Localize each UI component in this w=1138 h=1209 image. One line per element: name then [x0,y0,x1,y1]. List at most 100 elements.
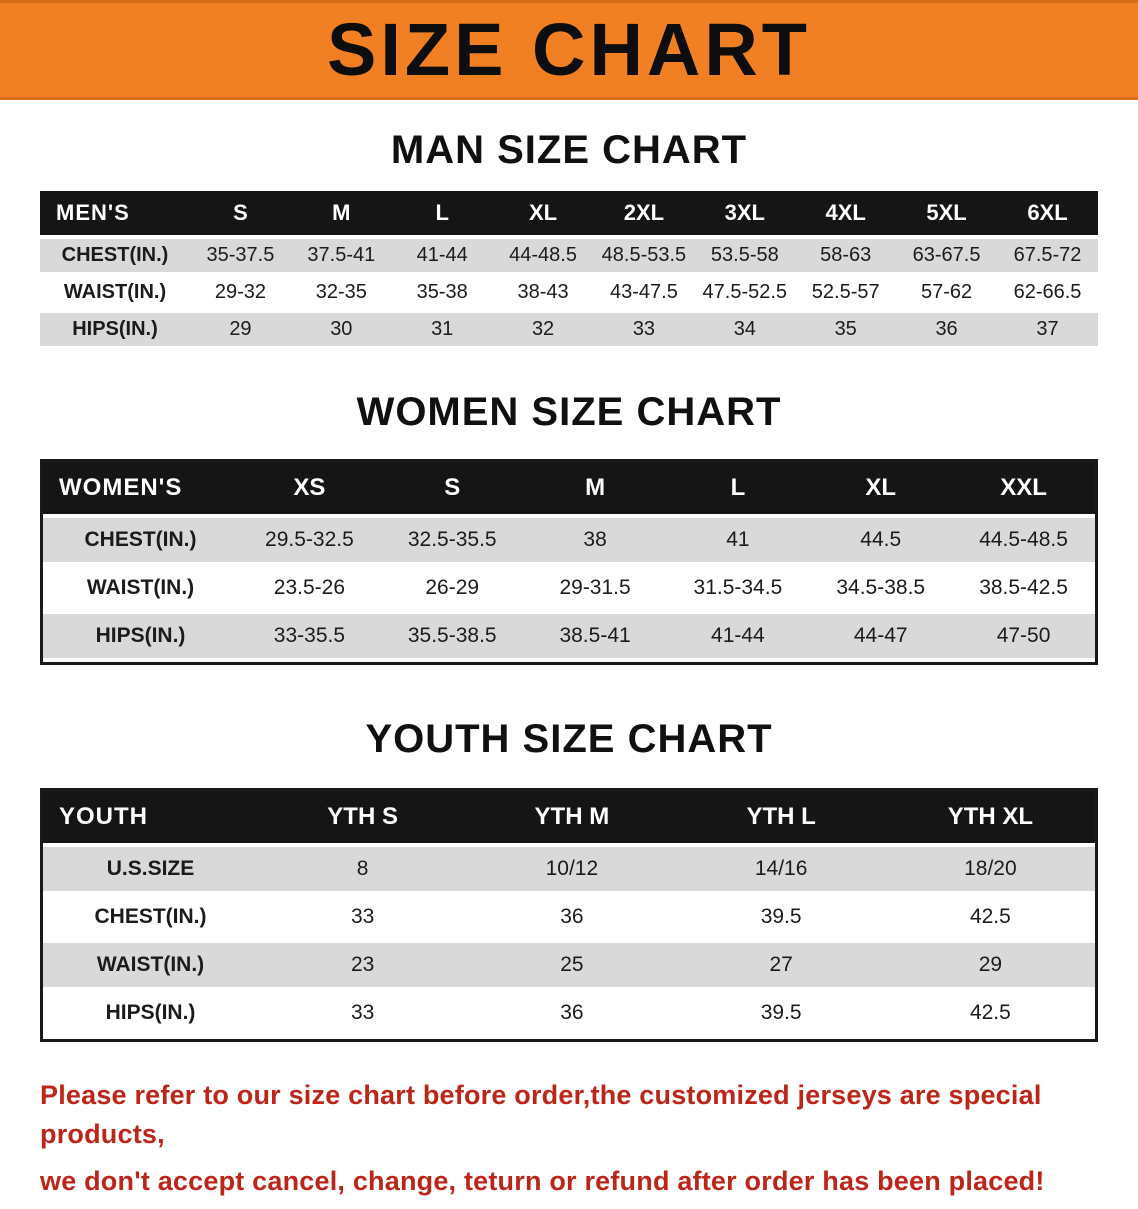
table-row: CHEST(IN.) 29.5-32.5 32.5-35.5 38 41 44.… [43,516,1095,566]
table-cell: 29 [885,941,1095,991]
table-cell: 47.5-52.5 [694,273,796,313]
size-header-cell: S [190,191,291,239]
row-label: CHEST(IN.) [43,516,238,566]
table-cell: 58-63 [795,236,897,276]
footer-notice: Please refer to our size chart before or… [0,1042,1138,1201]
size-header-cell: M [290,191,392,239]
row-label: CHEST(IN.) [43,893,258,943]
row-label: CHEST(IN.) [40,236,190,276]
table-cell: 14/16 [676,845,886,895]
size-header-cell: XL [809,462,953,518]
youth-section-title: YOUTH SIZE CHART [365,717,773,761]
youth-corner-cell: YOUTH [43,791,258,847]
size-header-cell: 6XL [997,191,1098,239]
women-section-title: WOMEN SIZE CHART [356,390,782,434]
table-cell: 38.5-42.5 [952,564,1095,614]
table-row: WAIST(IN.) 23 25 27 29 [43,941,1095,991]
men-section-title: MAN SIZE CHART [390,128,748,172]
table-cell: 36 [467,893,677,943]
table-cell: 18/20 [885,845,1095,895]
notice-line-1: Please refer to our size chart before or… [40,1080,1042,1150]
women-section: WOMEN SIZE CHART WOMEN'S XS S M L XL XXL [0,350,1138,665]
size-header-cell: XS [238,462,381,518]
table-cell: 39.5 [676,989,886,1039]
row-label: HIPS(IN.) [43,989,258,1039]
table-cell: 53.5-58 [694,236,796,276]
youth-table-frame: YOUTH YTH S YTH M YTH L YTH XL U.S.SIZE … [40,788,1098,1042]
table-cell: 39.5 [676,893,886,943]
size-header-cell: YTH M [467,791,677,847]
table-cell: 37.5-41 [290,236,392,276]
table-cell: 23 [258,941,468,991]
youth-size-table: YOUTH YTH S YTH M YTH L YTH XL U.S.SIZE … [43,791,1095,1039]
table-row: CHEST(IN.) 35-37.5 37.5-41 41-44 44-48.5… [40,236,1098,276]
row-label: U.S.SIZE [43,845,258,895]
women-table-frame: WOMEN'S XS S M L XL XXL CHEST(IN.) 29.5-… [40,459,1098,665]
table-cell: 10/12 [467,845,677,895]
table-cell: 33 [258,989,468,1039]
table-cell: 25 [467,941,677,991]
table-cell: 29-32 [190,273,291,313]
table-cell: 41-44 [666,612,810,662]
table-row: WAIST(IN.) 29-32 32-35 35-38 38-43 43-47… [40,273,1098,313]
size-header-cell: 4XL [795,191,897,239]
size-header-cell: YTH XL [885,791,1095,847]
table-cell: 44-48.5 [492,236,594,276]
table-cell: 36 [467,989,677,1039]
table-cell: 36 [896,310,997,350]
women-header-row: WOMEN'S XS S M L XL XXL [43,462,1095,518]
table-cell: 42.5 [885,893,1095,943]
youth-header-row: YOUTH YTH S YTH M YTH L YTH XL [43,791,1095,847]
table-row: U.S.SIZE 8 10/12 14/16 18/20 [43,845,1095,895]
table-cell: 23.5-26 [238,564,381,614]
size-header-cell: L [666,462,810,518]
table-cell: 43-47.5 [593,273,695,313]
table-cell: 35-38 [391,273,493,313]
size-header-cell: YTH L [676,791,886,847]
table-row: HIPS(IN.) 33-35.5 35.5-38.5 38.5-41 41-4… [43,612,1095,662]
table-cell: 33 [258,893,468,943]
table-cell: 32 [492,310,594,350]
table-cell: 44-47 [809,612,953,662]
banner: SIZE CHART [0,0,1138,100]
table-cell: 35-37.5 [190,236,291,276]
row-label: WAIST(IN.) [43,564,238,614]
table-cell: 31.5-34.5 [666,564,810,614]
men-corner-cell: MEN'S [40,191,190,239]
table-cell: 37 [997,310,1098,350]
table-cell: 41-44 [391,236,493,276]
row-label: WAIST(IN.) [43,941,258,991]
table-cell: 63-67.5 [896,236,997,276]
table-cell: 52.5-57 [795,273,897,313]
size-header-cell: XXL [952,462,1095,518]
table-cell: 30 [290,310,392,350]
table-cell: 27 [676,941,886,991]
table-cell: 26-29 [380,564,524,614]
table-cell: 34.5-38.5 [809,564,953,614]
table-cell: 32-35 [290,273,392,313]
table-cell: 29 [190,310,291,350]
men-size-table: MEN'S S M L XL 2XL 3XL 4XL 5XL 6XL CHEST… [40,191,1098,350]
table-cell: 33 [593,310,695,350]
size-header-cell: XL [492,191,594,239]
size-header-cell: 3XL [694,191,796,239]
table-cell: 29-31.5 [523,564,667,614]
youth-section: YOUTH SIZE CHART YOUTH YTH S YTH M YTH L… [0,665,1138,1042]
men-header-row: MEN'S S M L XL 2XL 3XL 4XL 5XL 6XL [40,191,1098,239]
table-row: CHEST(IN.) 33 36 39.5 42.5 [43,893,1095,943]
size-header-cell: M [523,462,667,518]
table-cell: 33-35.5 [238,612,381,662]
table-cell: 38-43 [492,273,594,313]
table-cell: 57-62 [896,273,997,313]
size-header-cell: 2XL [593,191,695,239]
row-label: WAIST(IN.) [40,273,190,313]
table-cell: 48.5-53.5 [593,236,695,276]
row-label: HIPS(IN.) [43,612,238,662]
notice-line-2: we don't accept cancel, change, teturn o… [40,1166,1045,1197]
row-label: HIPS(IN.) [40,310,190,350]
table-cell: 8 [258,845,468,895]
table-cell: 42.5 [885,989,1095,1039]
table-cell: 47-50 [952,612,1095,662]
table-cell: 31 [391,310,493,350]
